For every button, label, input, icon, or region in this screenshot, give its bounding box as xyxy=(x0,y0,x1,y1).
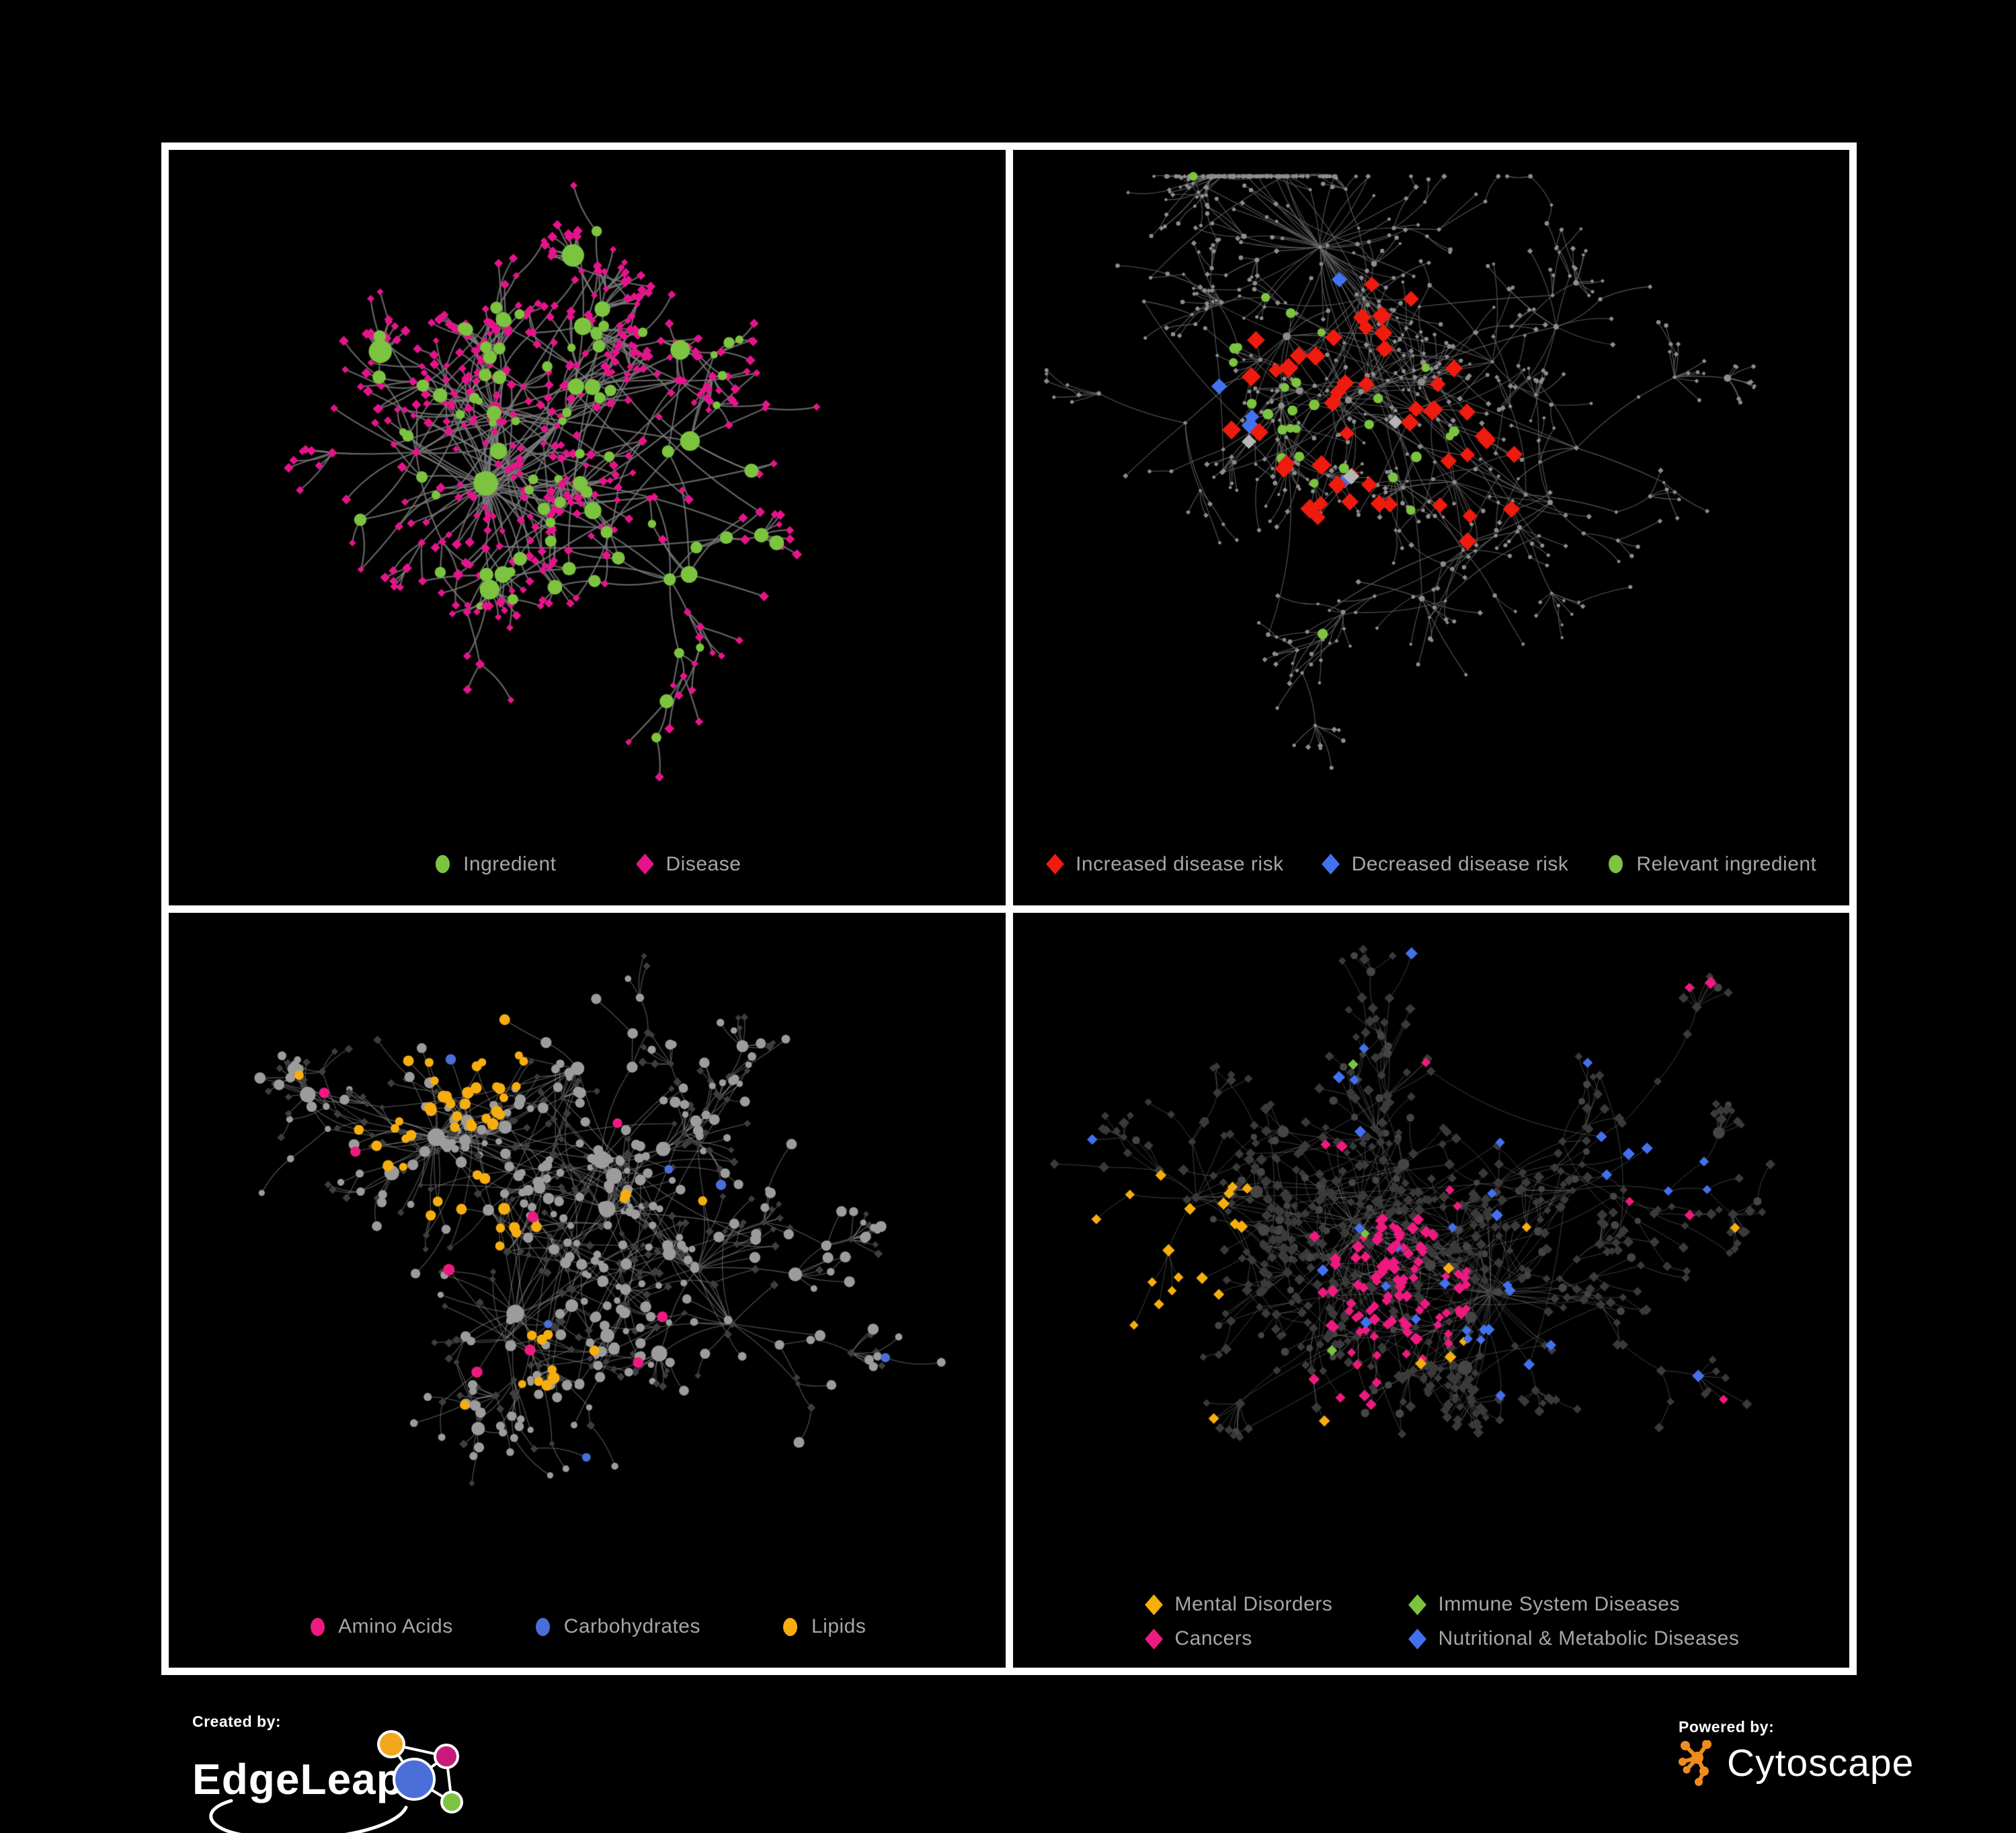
created-by-label: Created by: xyxy=(192,1713,282,1730)
panel-disease-risk: Increased disease risk Decreased disease… xyxy=(1012,150,1850,905)
edgeleap-branding: Created by: EdgeLeap xyxy=(192,1713,508,1833)
immune-diseases-marker-icon xyxy=(1408,1594,1426,1615)
mental-disorders-marker-icon xyxy=(1145,1594,1163,1615)
legend-label-disease: Disease xyxy=(666,852,741,875)
legend-item-amino-acids: Amino Acids xyxy=(308,1615,453,1638)
legend-label-relevant-ingredient: Relevant ingredient xyxy=(1636,852,1817,875)
legend-item-cancers: Cancers xyxy=(1145,1627,1408,1650)
legend-item-ingredient: Ingredient xyxy=(433,853,556,876)
legend-label-ingredient: Ingredient xyxy=(463,852,557,875)
legend-item-disease: Disease xyxy=(636,853,741,876)
carbohydrates-marker-icon xyxy=(536,1617,551,1636)
legend-item-lipids: Lipids xyxy=(781,1615,866,1638)
legend-item-increased-risk: Increased disease risk xyxy=(1045,853,1283,876)
legend-label-increased-risk: Increased disease risk xyxy=(1076,852,1284,875)
edgeleap-wordmark: EdgeLeap xyxy=(192,1755,403,1803)
legend-label-lipids: Lipids xyxy=(811,1615,866,1637)
edgeleap-swoosh xyxy=(209,1799,408,1833)
decreased-risk-marker-icon xyxy=(1322,854,1340,874)
legend-item-immune-diseases: Immune System Diseases xyxy=(1408,1593,1740,1616)
legend-item-relevant-ingredient: Relevant ingredient xyxy=(1606,853,1816,876)
ingredient-marker-icon xyxy=(435,855,450,873)
panel-ingredient-disease: Ingredient Disease xyxy=(169,150,1006,905)
disease-marker-icon xyxy=(636,854,654,874)
legend-label-nutritional-metabolic: Nutritional & Metabolic Diseases xyxy=(1438,1627,1740,1649)
network-canvas-ingredient-disease xyxy=(169,150,1006,905)
legend-item-decreased-risk: Decreased disease risk xyxy=(1322,853,1569,876)
cytoscape-wordmark: Cytoscape xyxy=(1727,1742,1914,1785)
legend-label-decreased-risk: Decreased disease risk xyxy=(1351,852,1569,875)
network-canvas-disease-risk xyxy=(1012,150,1849,905)
lipids-marker-icon xyxy=(783,1617,798,1636)
legend-label-carbohydrates: Carbohydrates xyxy=(563,1615,700,1637)
amino-acids-marker-icon xyxy=(310,1617,325,1636)
powered-by-label: Powered by: xyxy=(1679,1718,1775,1736)
edgeleap-network-icon xyxy=(377,1730,463,1814)
network-canvas-nutrient-classes xyxy=(169,912,1006,1668)
legend-label-cancers: Cancers xyxy=(1174,1627,1252,1649)
network-canvas-disease-classes xyxy=(1012,912,1849,1668)
cytoscape-icon xyxy=(1679,1740,1711,1786)
relevant-ingredient-marker-icon xyxy=(1608,855,1623,873)
legend-label-mental-disorders: Mental Disorders xyxy=(1174,1593,1333,1615)
panel-nutrient-classes: Amino Acids Carbohydrates Lipids xyxy=(169,912,1006,1668)
cytoscape-branding: Powered by: xyxy=(1679,1718,1914,1786)
legend-label-amino-acids: Amino Acids xyxy=(338,1615,453,1637)
legend-disease-risk: Increased disease risk Decreased disease… xyxy=(1013,853,1850,876)
cancers-marker-icon xyxy=(1145,1628,1163,1649)
legend-nutrient-classes: Amino Acids Carbohydrates Lipids xyxy=(169,1615,1006,1638)
panel-disease-classes: Mental Disorders Immune System Diseases … xyxy=(1012,912,1849,1668)
legend-item-mental-disorders: Mental Disorders xyxy=(1145,1593,1408,1616)
nutritional-metabolic-marker-icon xyxy=(1408,1628,1426,1649)
edgeleap-logo: EdgeLeap xyxy=(192,1730,463,1833)
legend-disease-classes: Mental Disorders Immune System Diseases … xyxy=(1145,1593,1740,1650)
legend-label-immune-diseases: Immune System Diseases xyxy=(1438,1593,1680,1615)
panel-grid: Ingredient Disease Increased disease ris… xyxy=(161,142,1857,1675)
increased-risk-marker-icon xyxy=(1045,854,1064,874)
legend-ingredient-disease: Ingredient Disease xyxy=(169,853,1006,876)
legend-item-nutritional-metabolic: Nutritional & Metabolic Diseases xyxy=(1408,1627,1740,1650)
legend-item-carbohydrates: Carbohydrates xyxy=(534,1615,700,1638)
